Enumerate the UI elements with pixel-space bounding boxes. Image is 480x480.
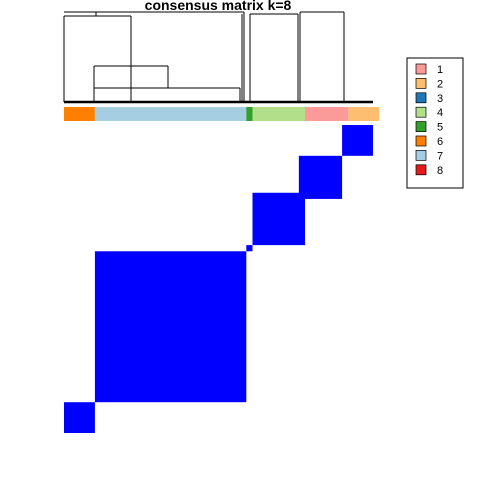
legend-box	[406, 57, 464, 189]
consensus-matrix	[64, 125, 373, 433]
consensus-block-cluster-4	[252, 192, 306, 246]
legend-swatch-1	[415, 63, 427, 75]
consensus-block-cluster-7	[94, 251, 247, 403]
legend-entries: 1 2 3 4 5 6 7 8	[415, 63, 443, 177]
legend-label-5: 5	[437, 122, 443, 134]
consensus-block-cluster-6	[64, 402, 95, 433]
annotation-segment-cluster-6	[64, 107, 95, 121]
annotation-segment-cluster-2	[348, 107, 380, 121]
legend-swatch-6	[415, 135, 427, 147]
legend-label-8: 8	[437, 165, 443, 177]
legend-swatch-2	[415, 78, 427, 89]
annotation-segment-cluster-1	[305, 107, 349, 121]
legend-label-6: 6	[437, 136, 443, 148]
legend-label-1: 1	[437, 64, 443, 76]
legend-label-2: 2	[437, 78, 443, 90]
legend-swatch-7	[415, 150, 427, 161]
chart-title: consensus matrix k=8	[145, 0, 292, 13]
legend-swatch-8	[415, 164, 427, 176]
annotation-segment-cluster-7	[94, 107, 247, 121]
cluster-legend: 1 2 3 4 5 6 7 8	[406, 57, 464, 189]
consensus-block-cluster-1	[298, 155, 343, 199]
consensus-block-cluster-2	[342, 125, 373, 156]
legend-label-3: 3	[437, 93, 443, 105]
annotation-segment-cluster-4	[252, 107, 306, 121]
dendrogram	[63, 11, 373, 104]
legend-swatch-5	[415, 121, 427, 132]
legend-label-4: 4	[437, 107, 443, 119]
annotation-segment-cluster-5	[246, 107, 253, 121]
legend-swatch-4	[415, 106, 427, 118]
consensus-block-cluster-5	[246, 245, 253, 252]
cluster-annotation-bar	[64, 107, 380, 121]
legend-label-7: 7	[437, 150, 443, 162]
legend-swatch-3	[415, 92, 427, 104]
